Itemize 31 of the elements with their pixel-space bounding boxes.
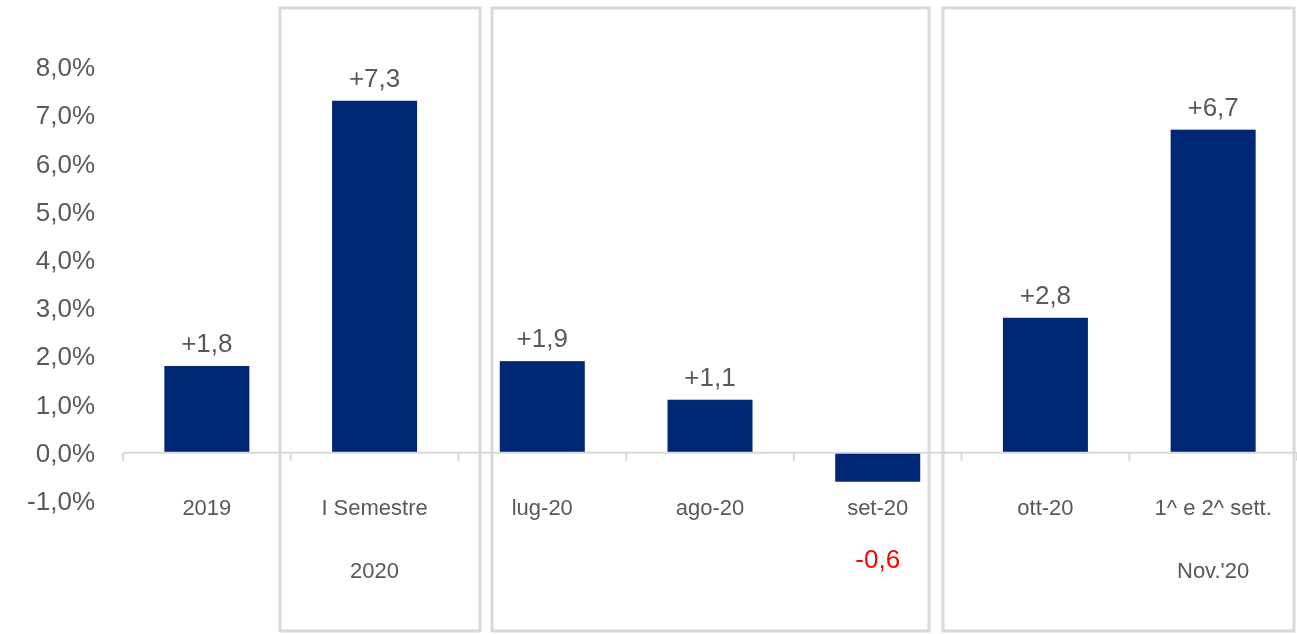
y-tick-label: 7,0% (35, 100, 95, 131)
bar (667, 399, 753, 453)
bar (1170, 129, 1256, 453)
x-tick-label: set-20 (847, 495, 909, 520)
category-label: 1^ e 2^ sett. Nov.'20 (1154, 495, 1272, 583)
y-tick-label: 5,0% (35, 196, 95, 227)
y-tick-label: 0,0% (35, 437, 95, 468)
data-label: -0,6 (855, 544, 901, 574)
bar (1002, 317, 1088, 453)
y-tick-label: 8,0% (35, 52, 95, 83)
data-label: +7,3 (348, 62, 401, 93)
y-tick-label: 4,0% (35, 244, 95, 275)
x-tick-label: 2019 (182, 495, 232, 520)
category-label: I Semestre 2020 (321, 495, 428, 583)
bar (499, 361, 585, 453)
bar (332, 100, 418, 453)
y-tick-label: 3,0% (35, 293, 95, 324)
y-tick-label: -1,0% (27, 486, 95, 517)
data-label: +1,1 (684, 361, 736, 392)
bar (164, 365, 250, 453)
y-tick-label: 1,0% (35, 389, 95, 420)
data-label: +2,8 (1019, 279, 1072, 310)
data-label: +1,9 (516, 323, 568, 354)
y-tick-label: 2,0% (35, 341, 95, 372)
x-tick-label: ago-20 (675, 495, 745, 520)
data-label: +6,7 (1187, 91, 1239, 122)
x-tick-label: lug-20 (511, 495, 573, 520)
x-tick-label: ott-20 (1017, 495, 1074, 520)
y-tick-label: 6,0% (35, 148, 95, 179)
bar (835, 452, 921, 482)
data-label: +1,8 (181, 327, 233, 358)
